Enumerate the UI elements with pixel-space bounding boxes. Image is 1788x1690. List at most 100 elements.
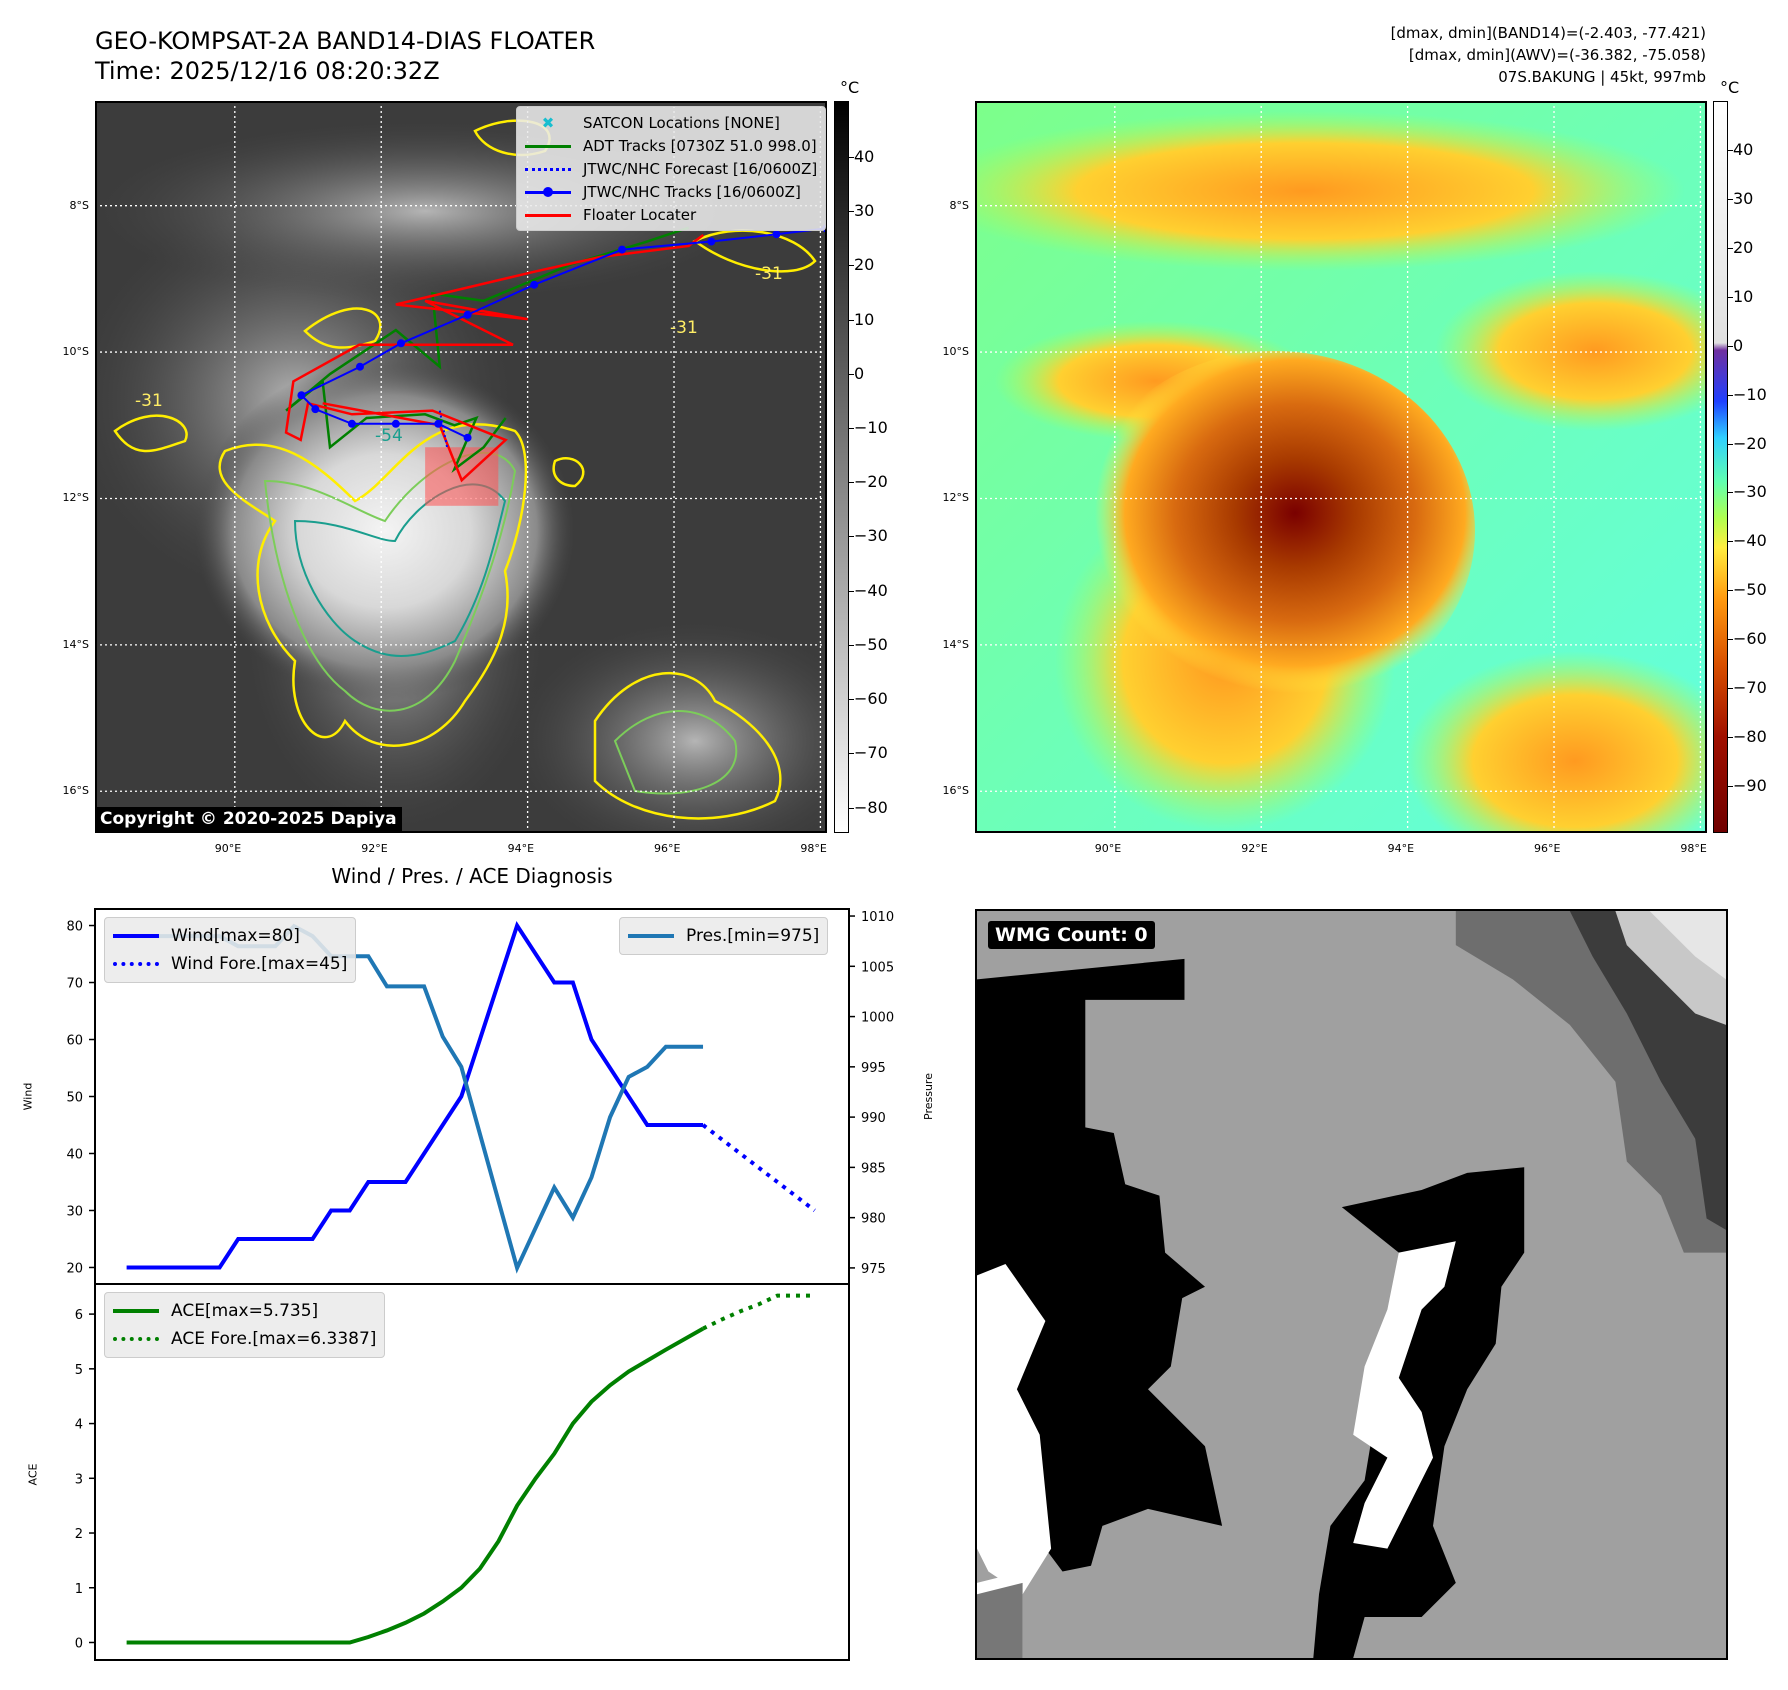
chart-title: Wind / Pres. / ACE Diagnosis [331, 864, 613, 888]
contour-label: -31 [755, 264, 783, 284]
legend-item-wind-forecast: Wind Fore.[max=45] [113, 950, 347, 978]
colorbar-tick-label: −70 [854, 743, 888, 763]
lat-tick-label: 8°S [69, 198, 89, 212]
colorbar-tick-label: 20 [854, 255, 875, 275]
lat-tick-label: 14°S [62, 637, 89, 651]
colorbar-tick-mark [1728, 247, 1733, 249]
contour-label: -54 [375, 426, 403, 446]
legend-label: JTWC/NHC Forecast [16/0600Z] [583, 159, 818, 178]
stats-band14: [dmax, dmin](BAND14)=(-2.403, -77.421) [1390, 24, 1706, 42]
legend-label: ACE Fore.[max=6.3387] [171, 1329, 377, 1349]
awv-map-panel[interactable] [975, 101, 1707, 833]
legend-label: ACE[max=5.735] [171, 1301, 319, 1321]
colorbar-tick-label: 20 [1733, 237, 1754, 257]
y-tick-label: 40 [66, 1147, 83, 1162]
y-tick-label: 30 [66, 1204, 83, 1219]
colorbar-awv [1713, 101, 1728, 833]
colorbar-tick-label: −10 [1733, 384, 1767, 404]
colorbar-tick-mark [849, 482, 854, 484]
track-point [355, 362, 364, 371]
y-tick-label: 50 [66, 1091, 83, 1106]
colorbar-tick-mark [849, 699, 854, 701]
colorbar-tick-label: 0 [854, 363, 865, 383]
lat-tick-label: 16°S [942, 784, 969, 798]
colorbar-tick-label: 30 [854, 201, 875, 221]
y2-tick-label: 980 [861, 1212, 886, 1227]
colorbar-tick-label: 10 [1733, 286, 1754, 306]
legend-label: SATCON Locations [NONE] [583, 113, 780, 132]
colorbar-tick-label: −20 [854, 472, 888, 492]
pressure-legend: Pres.[min=975] [619, 917, 829, 955]
figure-title: GEO-KOMPSAT-2A BAND14-DIAS FLOATER Time:… [95, 26, 595, 86]
lat-tick-label: 14°S [942, 637, 969, 651]
colorbar-tick-label: −70 [1733, 678, 1767, 698]
colorbar-tick-label: −40 [854, 580, 888, 600]
colorbar-tick-mark [849, 753, 854, 755]
wind-axis-label: Wind [21, 1082, 35, 1111]
track-point [463, 433, 472, 442]
colorbar-tick-mark [849, 427, 854, 429]
legend-label: Floater Locater [583, 205, 697, 224]
ace-axis-label: ACE [26, 1463, 40, 1486]
colorbar-tick-mark [849, 644, 854, 646]
colorbar-tick-label: 40 [854, 146, 875, 166]
line-icon [525, 140, 571, 152]
legend-label: Wind[max=80] [171, 926, 300, 946]
copyright-badge: Copyright © 2020-2025 Dapiya [95, 807, 402, 831]
y2-tick-label: 1010 [861, 910, 894, 925]
colorbar-tick-mark [849, 319, 854, 321]
series-line [126, 1326, 705, 1645]
y2-tick-label: 995 [861, 1061, 886, 1076]
lat-tick-label: 12°S [942, 491, 969, 505]
graticule [977, 103, 1705, 831]
track-point [463, 310, 472, 319]
title-time: Time: 2025/12/16 08:20:32Z [95, 57, 440, 85]
y-tick-label: 4 [75, 1418, 83, 1433]
legend-item-adt: ADT Tracks [0730Z 51.0 998.0] [525, 134, 817, 157]
stats-header: [dmax, dmin](BAND14)=(-2.403, -77.421) [… [1391, 22, 1706, 88]
contour-yellow [113, 119, 817, 820]
lon-tick-label: 96°E [654, 842, 681, 855]
jtwc-forecast-line [438, 410, 449, 448]
lon-tick-label: 98°E [1680, 842, 1707, 855]
y-tick-label: 0 [75, 1636, 83, 1651]
lon-tick-label: 94°E [1387, 842, 1415, 855]
legend-label: ADT Tracks [0730Z 51.0 998.0] [583, 136, 817, 155]
legend-item-wind: Wind[max=80] [113, 922, 347, 950]
y2-tick-label: 1000 [861, 1011, 894, 1026]
wmg-panel[interactable] [975, 909, 1728, 1660]
line-icon [113, 1305, 159, 1317]
track-point [347, 419, 356, 428]
lat-tick-label: 12°S [62, 491, 89, 505]
colorbar-tick-label: −50 [1733, 580, 1767, 600]
ir-map-panel[interactable]: -31 -31 -31 -54 [95, 101, 827, 833]
colorbar-tick-mark [1728, 345, 1733, 347]
colorbar-tick-label: 0 [1733, 335, 1744, 355]
colorbar-tick-mark [1728, 394, 1733, 396]
wind-legend: Wind[max=80] Wind Fore.[max=45] [104, 917, 357, 983]
track-point [311, 405, 320, 414]
contour-green [263, 451, 738, 795]
wmg-count-badge: WMG Count: 0 [988, 921, 1155, 949]
colorbar-tick-mark [849, 373, 854, 375]
colorbar-tick-label: −60 [1733, 629, 1767, 649]
colorbar-tick-mark [849, 211, 854, 213]
y2-tick-label: 975 [861, 1262, 886, 1277]
floater-locater-line [284, 233, 705, 483]
colorbar-unit-left: °C [840, 78, 860, 97]
contour-label: -31 [670, 318, 698, 338]
y2-tick-label: 985 [861, 1161, 886, 1176]
wmg-map [977, 911, 1726, 1658]
series-line [702, 1293, 815, 1331]
colorbar-tick-label: −10 [854, 417, 888, 437]
series-line [126, 920, 704, 1270]
colorbar-tick-label: −80 [854, 797, 888, 817]
dotted-line-icon [113, 1333, 159, 1345]
y-tick-label: 70 [66, 977, 83, 992]
y-tick-label: 60 [66, 1034, 83, 1049]
track-point [618, 245, 627, 254]
colorbar-tick-label: −80 [1733, 727, 1767, 747]
lon-tick-label: 92°E [1241, 842, 1268, 855]
colorbar-tick-mark [1728, 688, 1733, 690]
legend-item-ace: ACE[max=5.735] [113, 1297, 376, 1325]
